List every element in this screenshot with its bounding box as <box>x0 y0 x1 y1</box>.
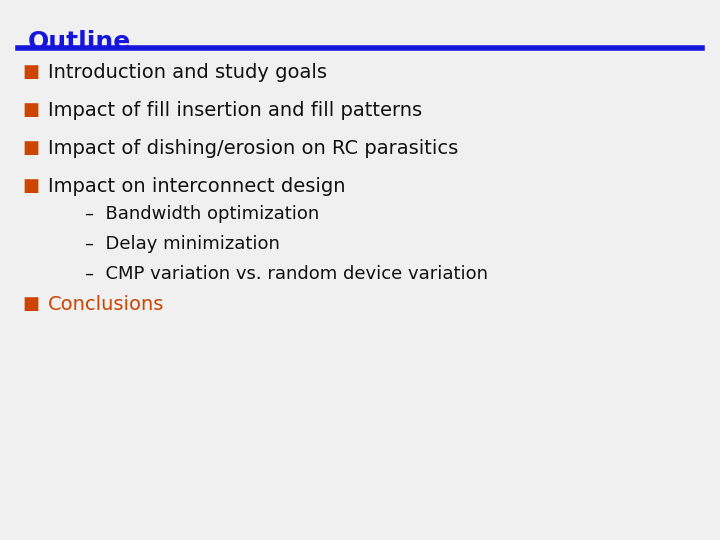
Text: ■: ■ <box>22 63 39 81</box>
Text: Conclusions: Conclusions <box>48 294 164 314</box>
Text: ■: ■ <box>22 101 39 119</box>
Text: ■: ■ <box>22 295 39 313</box>
Text: –  Delay minimization: – Delay minimization <box>85 235 280 253</box>
Text: ■: ■ <box>22 139 39 157</box>
Text: –  CMP variation vs. random device variation: – CMP variation vs. random device variat… <box>85 265 488 283</box>
Text: Impact of fill insertion and fill patterns: Impact of fill insertion and fill patter… <box>48 100 422 119</box>
Text: Introduction and study goals: Introduction and study goals <box>48 63 327 82</box>
Text: Outline: Outline <box>28 30 131 54</box>
Text: –  Bandwidth optimization: – Bandwidth optimization <box>85 205 319 223</box>
Text: ■: ■ <box>22 177 39 195</box>
Text: Impact of dishing/erosion on RC parasitics: Impact of dishing/erosion on RC parasiti… <box>48 138 458 158</box>
Text: Impact on interconnect design: Impact on interconnect design <box>48 177 346 195</box>
